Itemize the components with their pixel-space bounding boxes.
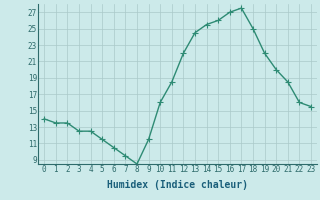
X-axis label: Humidex (Indice chaleur): Humidex (Indice chaleur) — [107, 180, 248, 190]
